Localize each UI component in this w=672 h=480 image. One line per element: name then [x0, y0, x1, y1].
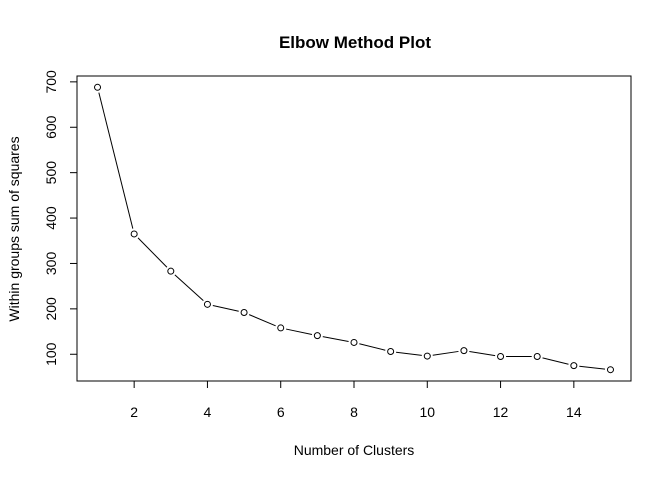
y-tick-label: 200: [43, 297, 59, 321]
series-segment: [248, 314, 276, 327]
series-segment: [469, 351, 496, 357]
data-point: [570, 362, 578, 370]
y-tick-label: 400: [43, 206, 59, 230]
chart-title: Elbow Method Plot: [279, 33, 431, 52]
y-tick-label: 100: [43, 342, 59, 366]
x-axis: 2 4 6 8 10 12 14: [130, 380, 582, 420]
x-tick-label: 8: [350, 404, 358, 420]
series-segment: [432, 350, 459, 356]
data-point: [350, 338, 358, 346]
x-axis-label: Number of Clusters: [294, 442, 415, 458]
data-point: [130, 230, 138, 238]
y-tick-label: 700: [43, 70, 59, 94]
data-point: [240, 308, 248, 316]
y-tick-label: 300: [43, 252, 59, 276]
plot-frame: [76, 75, 632, 382]
data-point: [387, 348, 395, 356]
series-segment: [174, 274, 204, 301]
series-segment: [212, 305, 239, 312]
y-tick-label: 600: [43, 115, 59, 139]
data-point: [460, 347, 468, 355]
data-point: [94, 83, 102, 91]
series-segment: [542, 357, 569, 365]
x-tick-label: 6: [277, 404, 285, 420]
x-tick-label: 10: [419, 404, 435, 420]
data-point: [277, 324, 285, 332]
y-tick-label: 500: [43, 161, 59, 185]
series-segment: [285, 328, 313, 336]
series-segment: [98, 92, 134, 229]
data-point: [203, 300, 211, 308]
data-point: [497, 353, 505, 361]
series-segment: [359, 343, 386, 351]
data-point: [423, 352, 431, 360]
data-point: [533, 353, 541, 361]
series-segment: [579, 365, 606, 370]
series-segment: [322, 336, 349, 342]
x-tick-label: 2: [130, 404, 138, 420]
x-tick-label: 4: [204, 404, 212, 420]
y-axis: 100 200 300 400 500 600 700: [43, 70, 78, 366]
x-tick-label: 14: [566, 404, 582, 420]
series-segment: [137, 237, 168, 268]
x-tick-label: 12: [493, 404, 509, 420]
y-axis-label: Within groups sum of squares: [6, 136, 22, 321]
data-point: [167, 267, 175, 275]
series-segment: [396, 351, 422, 356]
data-point: [313, 332, 321, 340]
data-point: [606, 366, 614, 374]
series-group: [94, 83, 614, 374]
